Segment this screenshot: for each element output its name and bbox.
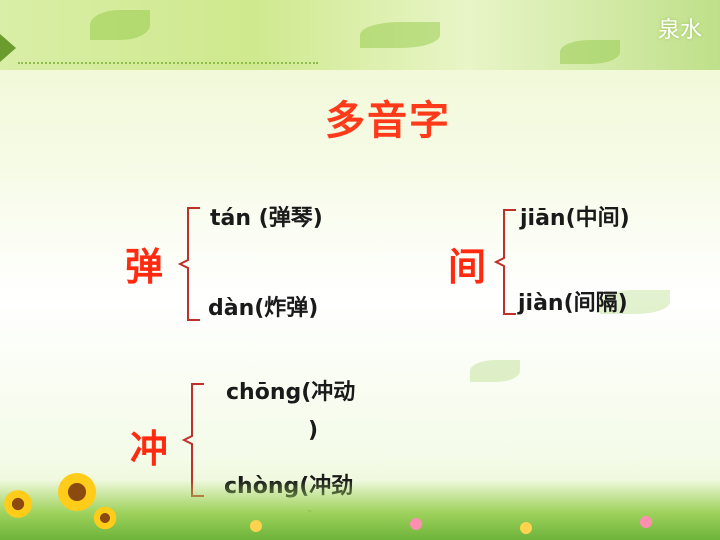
corner-label: 泉水	[657, 18, 702, 43]
grass-decoration	[0, 480, 720, 540]
leaf-decoration	[470, 360, 520, 382]
brace-icon	[493, 209, 516, 315]
flower-icon	[640, 516, 652, 528]
sunflower-icon	[55, 470, 99, 514]
leaf-decoration	[360, 22, 440, 48]
leaf-decoration	[560, 40, 620, 64]
reading-jian4: jiàn(间隔)	[518, 291, 628, 316]
reading-tan: tán (弹琴)	[210, 206, 323, 231]
brace-icon	[177, 207, 200, 321]
flower-icon	[520, 522, 532, 534]
char-jian: 间	[448, 245, 487, 289]
reading-chong1-close: )	[308, 418, 319, 443]
dotted-divider	[18, 62, 318, 64]
char-dan: 弹	[125, 245, 164, 289]
header-band	[0, 0, 720, 70]
flower-icon	[250, 520, 262, 532]
sunflower-icon	[2, 488, 34, 520]
sunflower-icon	[92, 505, 118, 531]
leaf-decoration	[600, 290, 670, 314]
reading-jian1: jiān(中间)	[520, 206, 630, 231]
leaf-decoration	[90, 10, 150, 40]
reading-dan: dàn(炸弹)	[208, 296, 319, 321]
reading-chong1: chōng(冲动	[226, 380, 356, 405]
flower-icon	[410, 518, 422, 530]
char-chong: 冲	[130, 427, 169, 471]
arrow-icon	[0, 34, 16, 62]
page-title: 多音字	[325, 98, 451, 144]
